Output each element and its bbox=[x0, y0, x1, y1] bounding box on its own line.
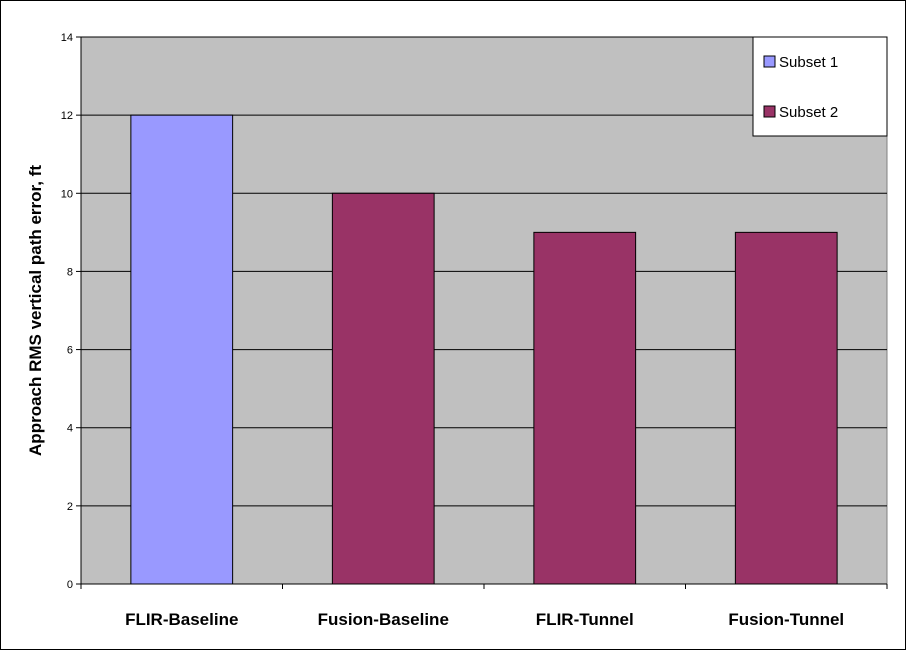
legend-swatch bbox=[763, 105, 776, 118]
bars bbox=[130, 114, 838, 585]
y-tick-label: 14 bbox=[61, 32, 73, 44]
legend: Subset 1 Subset 2 bbox=[752, 36, 888, 137]
y-tick-label: 12 bbox=[61, 110, 73, 122]
x-category-label: FLIR-Tunnel bbox=[536, 610, 634, 629]
y-tick-label: 10 bbox=[61, 188, 73, 200]
legend-box bbox=[752, 36, 888, 137]
bar-fusion-baseline bbox=[331, 192, 435, 585]
y-tick-label: 2 bbox=[67, 501, 73, 513]
x-category-label: Fusion-Tunnel bbox=[728, 610, 844, 629]
y-axis-label: Approach RMS vertical path error, ft bbox=[26, 165, 45, 456]
legend-label: Subset 2 bbox=[779, 104, 838, 121]
x-axis-ticks: FLIR-Baseline Fusion-Baseline FLIR-Tunnel F… bbox=[80, 584, 888, 629]
legend-label: Subset 1 bbox=[779, 54, 838, 71]
y-tick-label: 4 bbox=[67, 423, 73, 435]
bar-flir-tunnel bbox=[533, 231, 637, 585]
legend-swatch bbox=[763, 55, 776, 68]
x-category-label: Fusion-Baseline bbox=[318, 610, 449, 629]
y-axis-ticks: 0 2 4 6 8 10 12 14 bbox=[61, 32, 81, 591]
bar-flir-baseline bbox=[130, 114, 234, 585]
y-tick-label: 8 bbox=[67, 266, 73, 278]
y-tick-label: 0 bbox=[67, 579, 73, 591]
bar-fusion-tunnel bbox=[734, 231, 838, 585]
y-tick-label: 6 bbox=[67, 345, 73, 357]
x-category-label: FLIR-Baseline bbox=[125, 610, 238, 629]
